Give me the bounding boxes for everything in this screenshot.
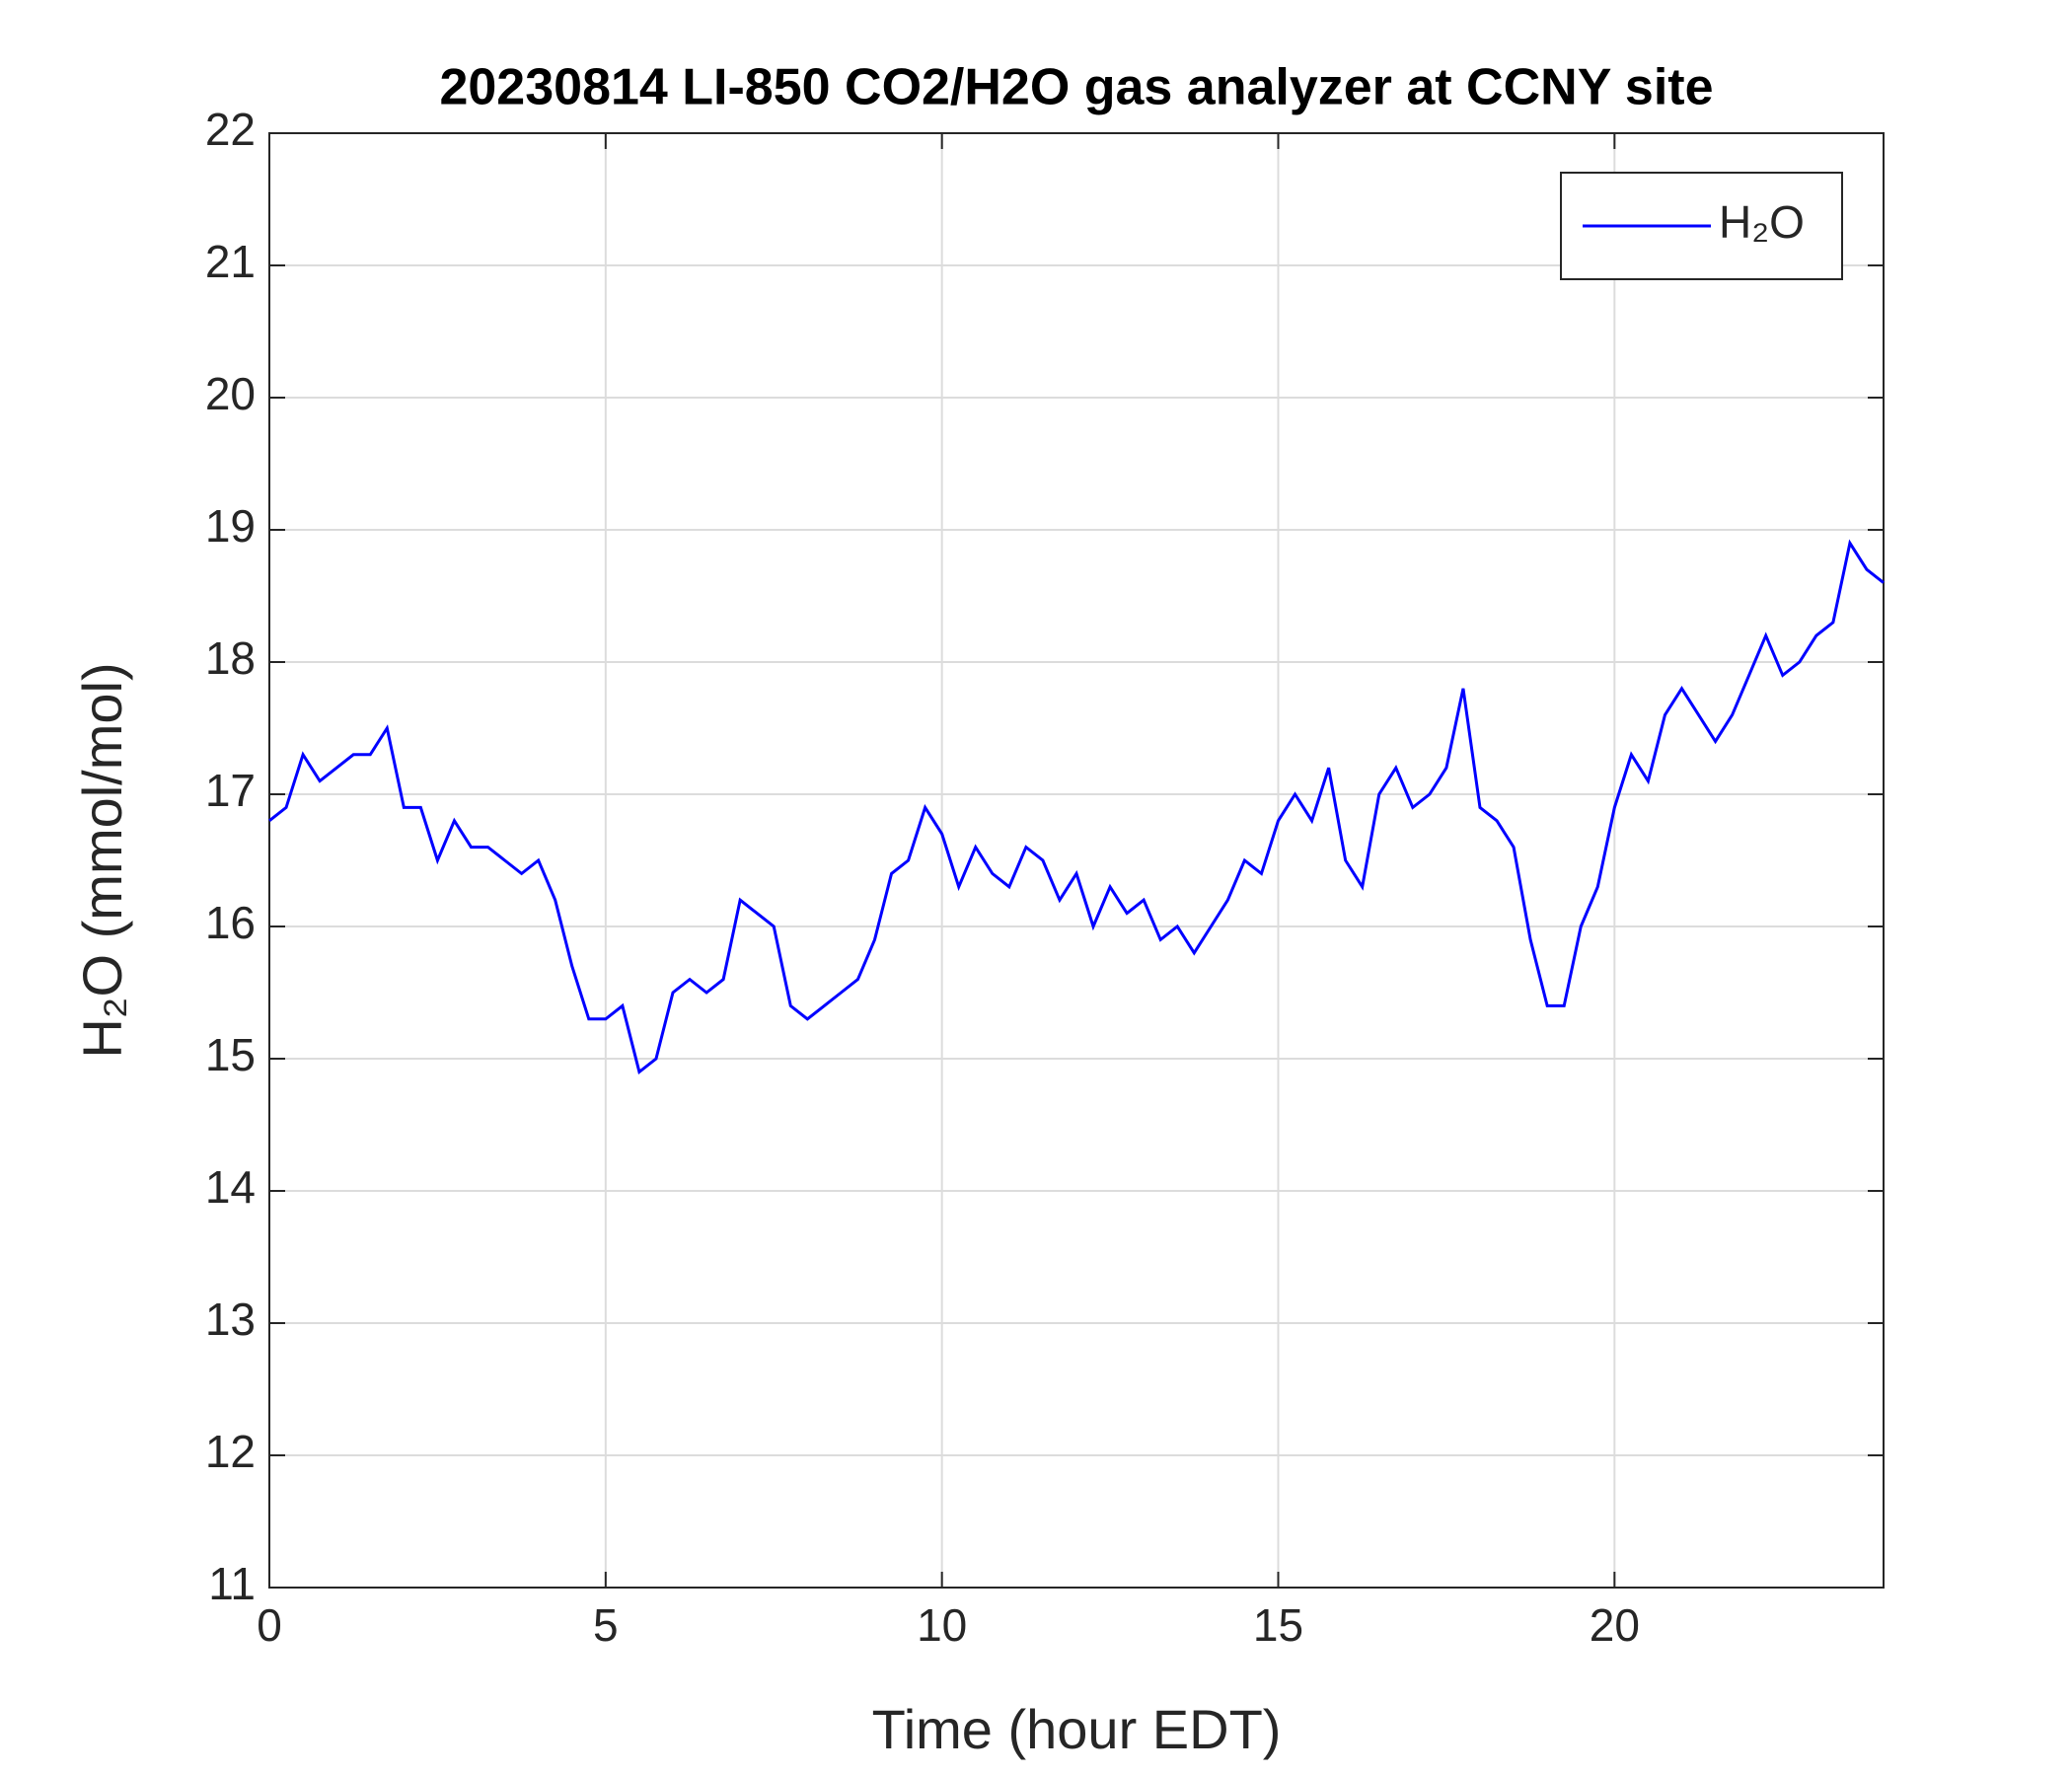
x-axis-label: Time (hour EDT)	[872, 1698, 1282, 1760]
x-tick-label: 5	[593, 1599, 619, 1651]
x-tick-label: 20	[1590, 1599, 1640, 1651]
y-tick-label: 12	[205, 1426, 256, 1477]
y-axis-label: H₂O (mmol/mol)	[71, 662, 133, 1058]
y-tick-label: 20	[205, 368, 256, 419]
legend-label: H₂O	[1719, 196, 1805, 248]
plot-frame	[268, 132, 1885, 1589]
y-tick-label: 21	[205, 236, 256, 287]
x-tick-label: 0	[257, 1599, 282, 1651]
y-tick-label: 14	[205, 1161, 256, 1213]
chart-title: 20230814 LI-850 CO2/H2O gas analyzer at …	[439, 59, 1713, 116]
y-tick-label: 15	[205, 1029, 256, 1080]
y-tick-label: 13	[205, 1294, 256, 1345]
y-tick-label: 17	[205, 765, 256, 816]
y-tick-label: 19	[205, 500, 256, 552]
x-tick-label: 15	[1253, 1599, 1303, 1651]
x-tick-label: 10	[917, 1599, 967, 1651]
y-tick-label: 22	[205, 104, 256, 155]
y-tick-label: 18	[205, 632, 256, 684]
data-line	[268, 539, 1885, 1075]
y-tick-label: 16	[205, 897, 256, 948]
y-tick-label: 11	[208, 1558, 256, 1609]
